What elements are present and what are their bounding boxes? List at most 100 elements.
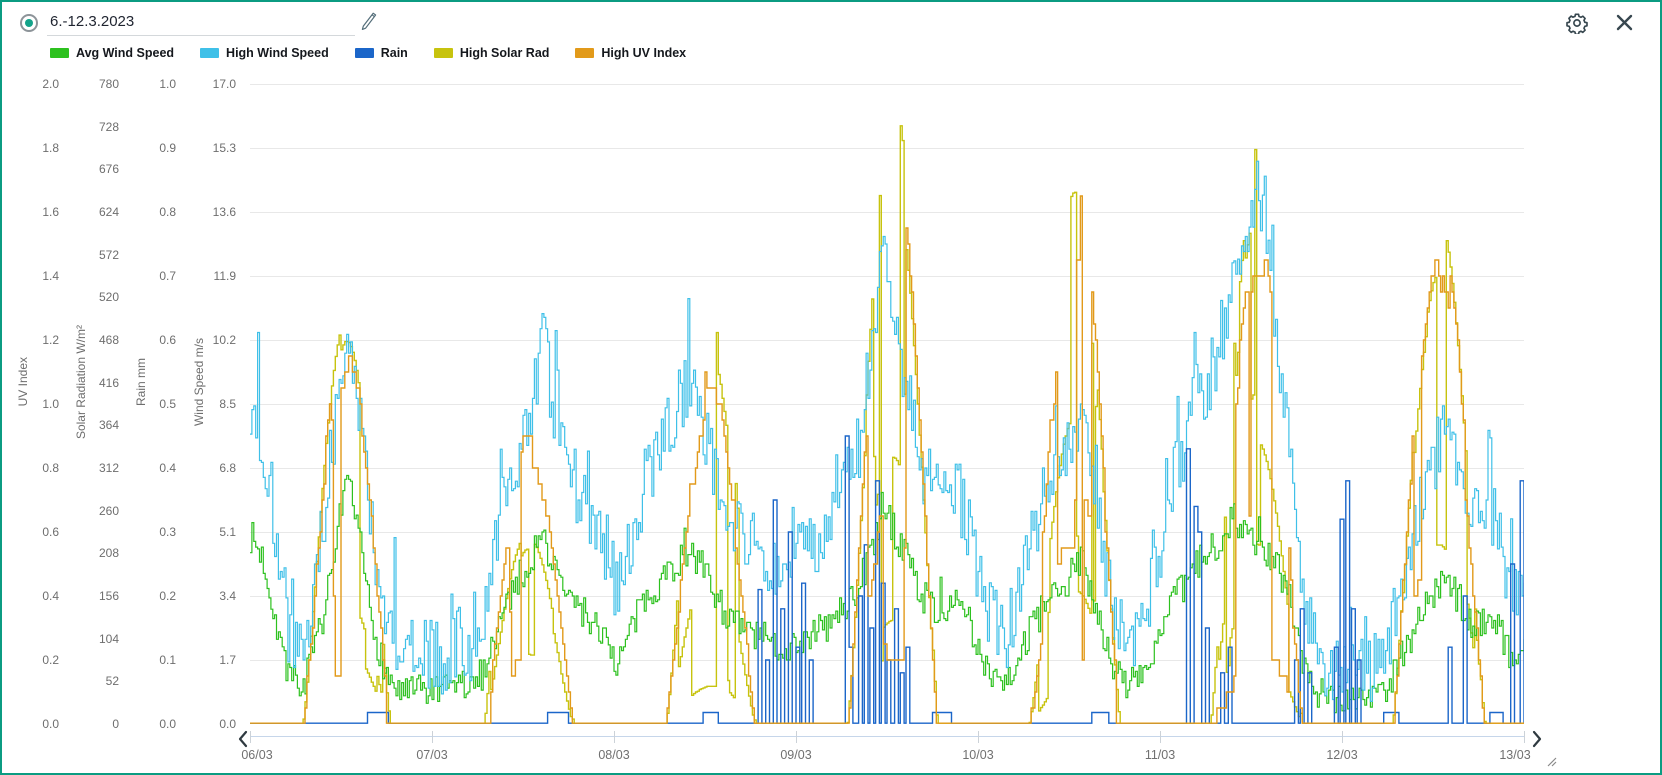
y-tick-label: 5.1	[219, 525, 236, 539]
y-tick-label: 52	[105, 674, 119, 689]
legend-label: Rain	[380, 46, 408, 60]
y-tick-label: 676	[98, 162, 119, 177]
legend-swatch	[354, 48, 374, 58]
x-axis-label: 11/03	[1144, 748, 1176, 762]
y-tick-label: 0.8	[159, 205, 176, 219]
pencil-icon[interactable]	[359, 11, 379, 33]
y-tick-label: 1.0	[159, 77, 176, 91]
x-axis-label: 07/03	[416, 748, 448, 762]
legend-item-high-solar-rad[interactable]: High Solar Rad	[433, 46, 550, 60]
y-tick-label: 0.0	[159, 717, 176, 731]
series-high-uv-index	[250, 195, 1524, 724]
y-tick-label: 1.4	[42, 269, 59, 283]
y-tick-label: 1.6	[42, 205, 59, 219]
legend-label: Avg Wind Speed	[76, 46, 175, 60]
x-tick	[614, 731, 615, 743]
y-tick-label: 2.0	[42, 77, 59, 91]
y-tick-label: 416	[98, 375, 119, 390]
y-axis-title-solar: Solar Radiation W/m²	[74, 324, 88, 440]
y-tick-label: 0.2	[159, 589, 176, 603]
y-tick-label: 0.1	[159, 653, 176, 667]
y-tick-label: 0.8	[42, 461, 59, 475]
legend-label: High Solar Rad	[459, 46, 550, 60]
x-axis-label: 10/03	[962, 748, 994, 762]
y-tick-label: 572	[98, 247, 119, 262]
y-tick-label: 0.5	[159, 397, 176, 411]
y-tick-label: 104	[98, 631, 119, 646]
legend-swatch	[200, 48, 220, 58]
chart-plot-area[interactable]	[250, 84, 1525, 725]
x-axis-label: 12/03	[1326, 748, 1358, 762]
close-icon[interactable]	[1616, 14, 1633, 31]
y-tick-label: 8.5	[219, 397, 236, 411]
series-high-wind-speed	[250, 160, 1525, 702]
y-tick-label: 0.9	[159, 141, 176, 155]
y-tick-label: 6.8	[219, 461, 236, 475]
legend-item-avg-wind-speed[interactable]: Avg Wind Speed	[50, 46, 174, 60]
date-range-radio[interactable]	[20, 14, 38, 32]
time-scrollbar-track[interactable]	[250, 736, 1524, 737]
series-high-solar-rad	[250, 125, 1524, 724]
y-tick-label: 1.8	[42, 141, 59, 155]
legend-swatch	[575, 48, 595, 58]
chart-legend: Avg Wind Speed High Wind Speed Rain High So…	[50, 46, 686, 60]
x-tick	[1160, 731, 1161, 743]
y-tick-label: 13.6	[212, 205, 236, 219]
chart-canvas[interactable]	[250, 84, 1525, 725]
x-axis-label: 09/03	[780, 748, 812, 762]
y-tick-label: 0.0	[219, 717, 236, 731]
x-tick	[978, 731, 979, 743]
legend-swatch	[433, 48, 453, 58]
y-tick-label: 208	[98, 546, 119, 561]
x-tick	[250, 731, 251, 743]
y-tick-label: 0.3	[159, 525, 176, 539]
legend-label: High Wind Speed	[226, 46, 329, 60]
date-range-input[interactable]: 6.-12.3.2023	[50, 13, 135, 30]
y-tick-label: 0.4	[159, 461, 176, 475]
y-tick-label: 15.3	[212, 141, 236, 155]
x-tick	[432, 731, 433, 743]
y-tick-label: 3.4	[219, 589, 236, 603]
legend-swatch	[50, 48, 69, 58]
y-tick-label: 624	[98, 205, 119, 219]
y-tick-label: 1.2	[42, 333, 59, 347]
legend-item-rain[interactable]: Rain	[354, 46, 408, 60]
y-tick-label: 0.0	[42, 717, 59, 731]
date-input-underline	[47, 35, 355, 36]
y-tick-label: 0.6	[42, 525, 59, 539]
y-tick-label: 0.6	[159, 333, 176, 347]
y-tick-label: 17.0	[212, 77, 236, 91]
chevron-left-icon[interactable]	[236, 729, 250, 749]
series-avg-wind-speed	[250, 474, 1525, 714]
y-tick-label: 1.7	[219, 653, 236, 667]
chevron-right-icon[interactable]	[1530, 729, 1544, 749]
legend-item-high-uv-index[interactable]: High UV Index	[575, 46, 686, 60]
x-tick	[796, 731, 797, 743]
y-axis-title-wind: Wind Speed m/s	[192, 337, 206, 427]
legend-item-high-wind-speed[interactable]: High Wind Speed	[200, 46, 329, 60]
y-tick-label: 312	[98, 461, 119, 475]
radio-dot	[25, 19, 33, 27]
x-axis-label: 13/03	[1499, 748, 1531, 762]
y-tick-label: 0.7	[159, 269, 176, 283]
y-axis-title-uv: UV Index	[16, 357, 30, 407]
y-tick-label: 156	[98, 589, 119, 603]
y-tick-label: 0.2	[42, 653, 59, 667]
y-axis-title-rain: Rain mm	[134, 357, 148, 406]
gear-icon[interactable]	[1566, 12, 1588, 34]
y-tick-label: 728	[98, 119, 119, 134]
x-tick	[1342, 731, 1343, 743]
y-tick-label: 260	[98, 503, 119, 518]
y-tick-label: 11.9	[213, 269, 236, 283]
y-tick-label: 1.0	[42, 397, 59, 411]
y-tick-label: 10.2	[212, 333, 236, 347]
x-axis-label: 08/03	[598, 748, 630, 762]
y-tick-label: 0	[112, 717, 119, 731]
x-axis-label: 06/03	[241, 748, 273, 762]
y-tick-label: 0.4	[42, 589, 59, 603]
x-tick	[1524, 731, 1525, 743]
y-tick-label: 364	[98, 418, 119, 433]
resize-grip-icon[interactable]	[1544, 754, 1558, 768]
y-tick-label: 468	[98, 333, 119, 347]
